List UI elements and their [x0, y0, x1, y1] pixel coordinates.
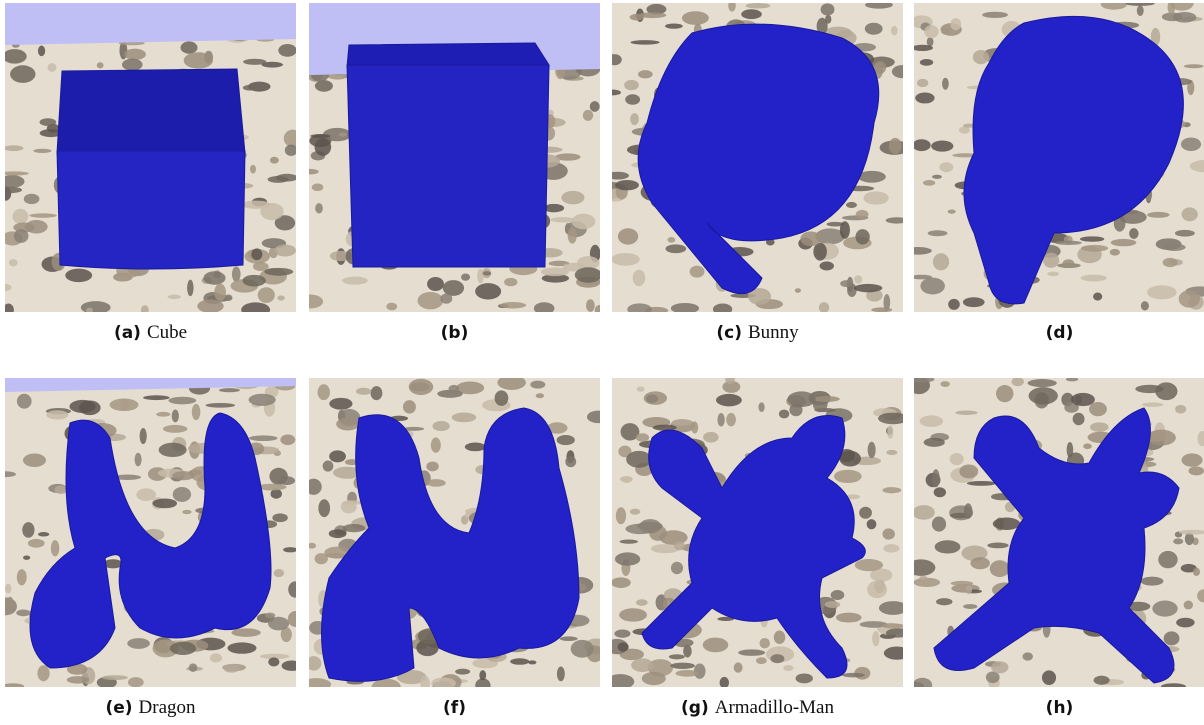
render-image [612, 3, 903, 312]
panel-caption: Armadillo-Man [715, 697, 834, 718]
panel-label: (d) [1046, 323, 1074, 343]
panel-label: (h) [1046, 698, 1074, 718]
panel-label: (g) [681, 698, 709, 718]
render-image [309, 378, 600, 687]
caption: (d) [910, 322, 1204, 344]
caption: (f) [305, 697, 605, 719]
caption: (h) [910, 697, 1204, 719]
caption: (g) Armadillo-Man [608, 697, 908, 719]
render-image [914, 3, 1204, 312]
render-image [914, 378, 1204, 687]
panel-label: (a) [114, 323, 141, 343]
panel-caption: Cube [147, 322, 187, 343]
panel-caption: Dragon [139, 697, 196, 718]
render-image [612, 378, 903, 687]
render-image [309, 3, 600, 312]
caption: (c) Bunny [608, 322, 908, 344]
panel-label: (b) [441, 323, 469, 343]
caption: (b) [305, 322, 605, 344]
panel-label: (c) [716, 323, 742, 343]
page: (a) Cube (b) (c) Bunny (d) (e) Dragon (f) (g) Arma… [0, 0, 1204, 725]
panel-label: (e) [105, 698, 132, 718]
render-image [5, 3, 296, 312]
panel-label: (f) [443, 698, 466, 718]
render-image [5, 378, 296, 687]
panel-caption: Bunny [748, 322, 799, 343]
caption: (e) Dragon [1, 697, 301, 719]
caption: (a) Cube [1, 322, 301, 344]
